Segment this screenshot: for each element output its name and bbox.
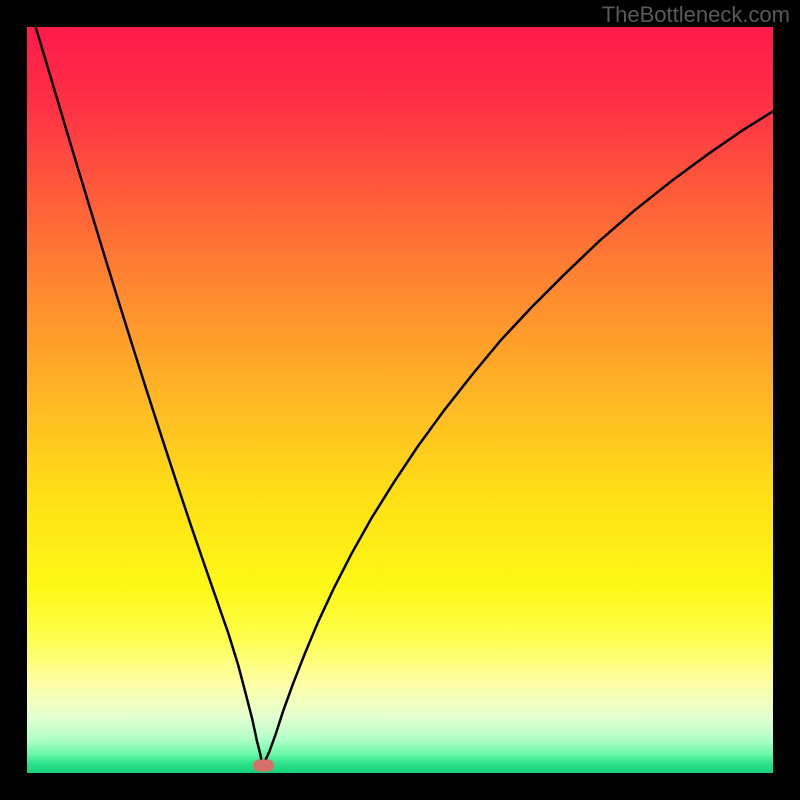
gradient-background — [27, 27, 773, 773]
watermark-text: TheBottleneck.com — [602, 2, 790, 28]
plot-area — [27, 27, 773, 773]
chart-svg — [27, 27, 773, 773]
vertex-marker — [253, 760, 274, 772]
chart-container: TheBottleneck.com — [0, 0, 800, 800]
